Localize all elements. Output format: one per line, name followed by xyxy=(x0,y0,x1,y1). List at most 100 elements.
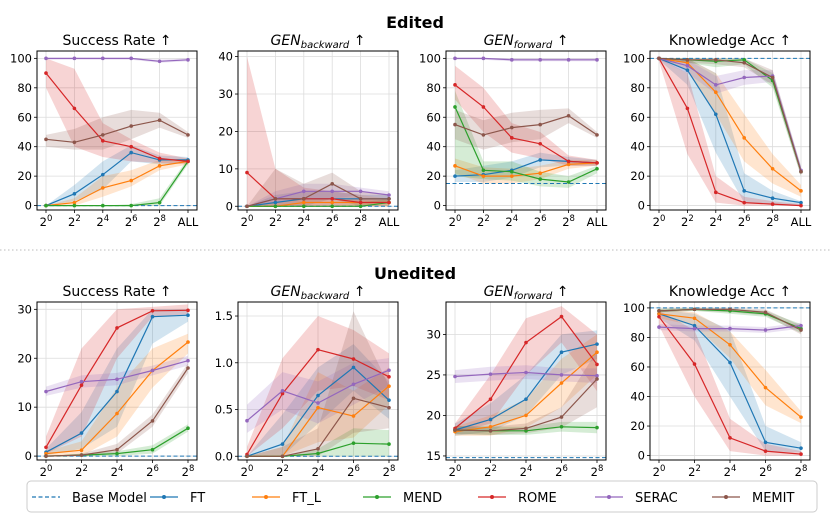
panel-5-point-mend xyxy=(115,451,119,456)
panel-1-point-ft-l xyxy=(129,178,133,183)
panel-3-xtick-label: ALL xyxy=(587,215,608,229)
panel-2-title-subscript: backward xyxy=(301,40,350,51)
panel-6-ytick-label: 0.0 xyxy=(215,449,233,463)
panel-2-point-rome xyxy=(245,170,249,175)
panel-5-point-ft xyxy=(186,313,190,318)
panel-5-point-memit xyxy=(79,453,84,457)
panel-6-point-serac xyxy=(280,389,285,393)
panel-1-point-serac xyxy=(129,56,133,61)
panel-5: Success Rate ↑ 20 22 24 26 28 0 10 20 30 xyxy=(17,284,198,479)
legend: Base Model FT FT_L MEND ROME SERAC MEMIT xyxy=(26,480,818,513)
panel-7-title-subscript: forward xyxy=(514,291,553,302)
panel-5-band-rome xyxy=(46,304,188,454)
panel-7-band-rome xyxy=(455,306,597,434)
panel-1-line-ft-l xyxy=(45,160,189,207)
panel-5-point-ft-l xyxy=(186,340,190,344)
panel-5-point-memit xyxy=(186,366,190,370)
panel-4-point-ft xyxy=(714,112,718,117)
panel-2-point-memit xyxy=(302,196,306,201)
panel-6-point-memit xyxy=(351,396,356,401)
panel-1-point-memit xyxy=(101,133,105,137)
panel-1-point-memit xyxy=(72,140,77,145)
panel-2-line-mend xyxy=(247,201,390,207)
panel-7-title: GENforward ↑ xyxy=(484,284,569,302)
panel-1-point-rome xyxy=(101,139,105,143)
panel-7-point-ft-l xyxy=(488,424,493,429)
panel-5-band-ft xyxy=(46,309,188,456)
panel-8-point-serac xyxy=(692,326,697,331)
panel-4-title: Knowledge Acc ↑ xyxy=(669,33,791,49)
panel-7-xtick-label: 24 xyxy=(520,464,533,479)
panel-7-point-ft xyxy=(524,397,528,402)
panel-1-point-memit xyxy=(186,133,190,137)
panel-1-frame xyxy=(36,50,198,211)
panel-4: Knowledge Acc ↑ 20 22 24 26 28 ALL 0 20 40 60 80 100 xyxy=(623,33,812,229)
panel-2-point-mend xyxy=(302,204,306,209)
panel-7-point-memit xyxy=(595,377,599,381)
panel-8-ytick-label: 100 xyxy=(623,301,645,315)
panel-3-point-mend xyxy=(510,169,514,174)
panel-4-band-rome xyxy=(659,58,801,206)
panel-4-line-rome xyxy=(658,58,802,207)
panel-2-band-rome xyxy=(247,56,389,207)
legend-item-base: Base Model xyxy=(32,491,147,506)
panel-3-point-ft-l xyxy=(481,174,486,178)
panel-7-point-mend xyxy=(595,425,599,430)
panel-3-point-serac xyxy=(510,58,514,62)
panel-2-ytick-label: 0 xyxy=(226,199,233,213)
panel-4-xtick-label: 26 xyxy=(738,214,751,229)
panel-4-ytick-label: 20 xyxy=(630,169,645,183)
panel-5-point-ft xyxy=(150,314,155,319)
panel-4-point-rome xyxy=(799,203,803,208)
panel-8-band-ft xyxy=(659,309,801,453)
panel-5-xtick-label: 28 xyxy=(182,464,195,479)
panel-6-point-memit xyxy=(280,454,285,459)
panel-3-line-ft-l xyxy=(454,162,598,177)
panel-4-point-memit xyxy=(657,56,661,61)
panel-8-band-rome xyxy=(659,310,801,456)
panel-7-point-rome xyxy=(488,397,493,402)
panel-7-point-serac xyxy=(559,373,564,377)
panel-7-point-rome xyxy=(595,362,599,367)
panel-3-point-rome xyxy=(595,161,599,165)
panel-2-point-rome xyxy=(387,200,391,205)
panel-3-title-subscript: forward xyxy=(514,40,553,51)
panel-1-point-serac xyxy=(72,56,77,61)
panel-5-point-ft xyxy=(115,389,119,394)
panel-2-point-mend xyxy=(358,204,363,209)
panel-3-ytick-label: 40 xyxy=(426,140,441,154)
panel-1-point-rome xyxy=(157,156,162,161)
panel-8-point-serac xyxy=(763,328,768,332)
panel-5-point-memit xyxy=(115,447,119,452)
panel-5-point-rome xyxy=(115,326,119,330)
panel-7-band-ft-l xyxy=(455,334,597,436)
panel-2-ytick-label: 20 xyxy=(218,124,233,138)
panel-1-title: Success Rate ↑ xyxy=(62,33,171,49)
section-title-unedited: Unedited xyxy=(374,264,456,283)
panel-6-point-ft xyxy=(316,393,320,398)
legend-label: MEMIT xyxy=(752,491,794,506)
panel-5-point-ft xyxy=(79,431,84,435)
panel-1-point-memit xyxy=(157,118,162,122)
panel-7-point-memit xyxy=(488,429,493,433)
panel-4-point-ft-l xyxy=(770,166,775,171)
panel-8-ytick-label: 40 xyxy=(630,390,645,404)
panel-4-point-ft xyxy=(685,68,690,72)
panel-2-point-mend xyxy=(330,204,335,209)
panel-3-xtick-label: 24 xyxy=(505,214,518,229)
legend-label: FT xyxy=(190,491,205,506)
panel-3-ytick-label: 100 xyxy=(419,51,441,65)
panel-1-point-serac xyxy=(186,58,190,62)
panel-8-xtick-label: 26 xyxy=(759,464,772,479)
panel-3-point-rome xyxy=(566,159,571,164)
panel-3-xtick-label: 22 xyxy=(477,214,490,229)
panel-4-point-memit xyxy=(770,75,775,80)
panel-7-frame xyxy=(445,301,607,461)
panel-3-point-serac xyxy=(453,56,457,61)
panel-4-band-ft xyxy=(659,58,801,206)
panel-1-point-serac xyxy=(101,56,105,61)
panels: Success Rate ↑20 22 24 26 28 ALL020406080100G… xyxy=(10,33,812,479)
panel-1-point-ft xyxy=(101,172,105,177)
panel-6-point-rome xyxy=(316,347,320,352)
legend-swatch-marker xyxy=(607,495,611,499)
